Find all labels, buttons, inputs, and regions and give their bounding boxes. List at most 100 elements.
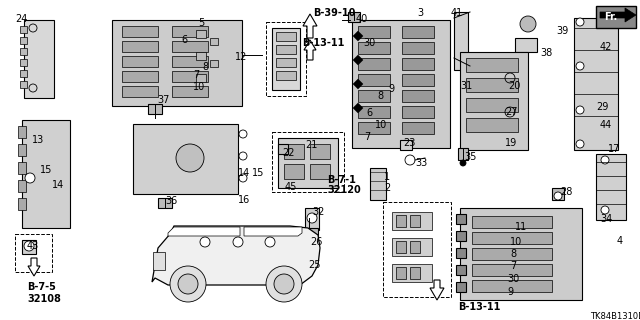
Bar [358, 58, 390, 70]
Bar [383, 202, 451, 297]
Bar [284, 144, 304, 159]
Text: 15: 15 [40, 165, 52, 175]
Text: 36: 36 [165, 196, 177, 206]
Text: 39: 39 [556, 26, 568, 36]
Bar [133, 124, 238, 194]
Polygon shape [353, 31, 363, 41]
Text: 27: 27 [505, 107, 518, 117]
Bar [112, 20, 242, 106]
Text: 14: 14 [52, 180, 64, 190]
Circle shape [266, 266, 302, 302]
Text: 3: 3 [417, 8, 423, 18]
Bar [24, 20, 54, 98]
Text: 44: 44 [600, 120, 612, 130]
Bar [276, 71, 296, 80]
Text: 29: 29 [596, 102, 609, 112]
Circle shape [554, 192, 562, 200]
Bar [574, 18, 618, 150]
Bar [358, 74, 390, 86]
Circle shape [520, 16, 536, 32]
Bar [456, 231, 466, 241]
Text: 9: 9 [507, 287, 513, 297]
Circle shape [24, 241, 34, 251]
Text: 14: 14 [238, 168, 250, 178]
Bar [18, 144, 26, 156]
Text: 12: 12 [235, 52, 248, 62]
Bar [158, 198, 172, 208]
Bar [396, 267, 406, 279]
Bar [18, 162, 26, 174]
Circle shape [265, 237, 275, 247]
Circle shape [178, 274, 198, 294]
Text: 20: 20 [508, 81, 520, 91]
Text: 22: 22 [282, 148, 294, 158]
Bar [22, 120, 70, 228]
Text: 15: 15 [252, 168, 264, 178]
Bar [15, 234, 52, 272]
Bar [596, 6, 636, 28]
Bar [20, 26, 27, 33]
Text: 33: 33 [415, 158, 428, 168]
Text: 43: 43 [27, 241, 39, 251]
Text: 7: 7 [193, 70, 199, 80]
Bar [20, 70, 27, 77]
Text: 30: 30 [363, 38, 375, 48]
Text: 40: 40 [356, 14, 368, 24]
Circle shape [576, 62, 584, 70]
Text: 5: 5 [198, 18, 204, 28]
Text: 2: 2 [384, 183, 390, 193]
Bar [196, 52, 206, 60]
Bar [402, 42, 434, 54]
Polygon shape [244, 227, 302, 236]
Bar [392, 264, 432, 282]
Circle shape [576, 106, 584, 114]
Bar [460, 208, 582, 300]
Text: 21: 21 [305, 140, 317, 150]
Bar [122, 56, 158, 67]
Bar [472, 248, 552, 260]
Text: TK84B1310D: TK84B1310D [590, 312, 640, 320]
Text: 9: 9 [388, 84, 394, 94]
Bar [20, 37, 27, 44]
Bar [172, 26, 208, 37]
Circle shape [170, 266, 206, 302]
Text: 6: 6 [181, 35, 187, 45]
Bar [472, 216, 552, 228]
Bar [18, 198, 26, 210]
Bar [272, 132, 344, 192]
Text: 42: 42 [600, 42, 612, 52]
Bar [458, 148, 468, 160]
Text: B-13-11: B-13-11 [458, 302, 500, 312]
Bar [122, 86, 158, 97]
Text: B-39-10: B-39-10 [313, 8, 355, 18]
Text: 17: 17 [608, 144, 620, 154]
Text: 32120: 32120 [327, 185, 361, 195]
Text: 4: 4 [617, 236, 623, 246]
Text: 1: 1 [384, 172, 390, 182]
Bar [456, 265, 466, 275]
Circle shape [239, 130, 247, 138]
Polygon shape [600, 8, 636, 22]
Bar [172, 71, 208, 82]
Bar [466, 98, 518, 112]
Bar [310, 144, 330, 159]
Bar [18, 126, 26, 138]
Bar [305, 208, 319, 230]
Circle shape [405, 155, 415, 165]
Bar [172, 41, 208, 52]
Text: 41: 41 [451, 8, 463, 18]
Text: 10: 10 [375, 120, 387, 130]
Bar [310, 164, 330, 179]
Text: 30: 30 [507, 274, 519, 284]
Bar [410, 241, 420, 253]
Bar [276, 45, 296, 54]
Bar [348, 12, 360, 22]
Bar [402, 122, 434, 134]
Bar [122, 41, 158, 52]
Text: 25: 25 [308, 260, 321, 270]
Bar [352, 20, 450, 148]
Bar [122, 26, 158, 37]
Polygon shape [28, 258, 40, 276]
Circle shape [239, 174, 247, 182]
Bar [466, 118, 518, 132]
